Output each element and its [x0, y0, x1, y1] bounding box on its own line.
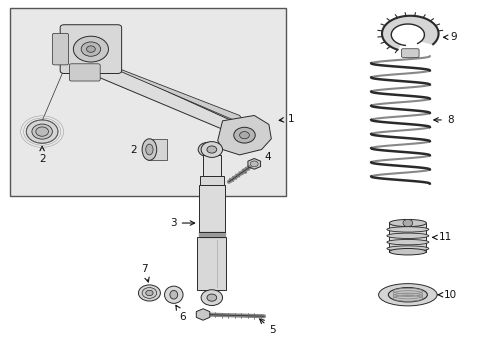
Polygon shape: [381, 16, 438, 50]
Circle shape: [73, 36, 108, 62]
Text: 8: 8: [433, 115, 452, 125]
Ellipse shape: [138, 285, 160, 301]
Circle shape: [402, 220, 412, 226]
Ellipse shape: [388, 220, 426, 226]
Ellipse shape: [388, 248, 426, 255]
Polygon shape: [217, 116, 271, 155]
Polygon shape: [105, 63, 249, 130]
Text: 3: 3: [170, 218, 194, 228]
FancyBboxPatch shape: [401, 49, 418, 57]
Bar: [148, 139, 166, 160]
Ellipse shape: [145, 144, 153, 155]
Circle shape: [201, 141, 222, 157]
Ellipse shape: [26, 120, 58, 143]
FancyBboxPatch shape: [69, 64, 100, 81]
Text: 2: 2: [39, 147, 45, 164]
Polygon shape: [196, 309, 209, 320]
Bar: [10, 8, 285, 196]
Bar: [203, 155, 220, 176]
Text: 1: 1: [279, 114, 293, 124]
Ellipse shape: [386, 233, 428, 238]
Ellipse shape: [142, 288, 157, 298]
Polygon shape: [247, 158, 260, 169]
Circle shape: [250, 161, 258, 167]
Circle shape: [206, 294, 216, 301]
Ellipse shape: [387, 288, 427, 302]
Circle shape: [201, 290, 222, 306]
Bar: [388, 223, 426, 252]
Text: 11: 11: [432, 232, 451, 242]
Ellipse shape: [169, 291, 177, 299]
Ellipse shape: [203, 146, 212, 153]
Ellipse shape: [386, 227, 428, 232]
Text: 7: 7: [141, 264, 149, 282]
Polygon shape: [198, 231, 224, 237]
Circle shape: [206, 146, 216, 153]
Bar: [198, 185, 224, 232]
Circle shape: [86, 46, 95, 52]
Text: 5: 5: [259, 319, 275, 335]
Ellipse shape: [378, 284, 436, 306]
Circle shape: [81, 42, 101, 56]
Text: 9: 9: [443, 32, 456, 42]
Text: 4: 4: [241, 152, 270, 173]
Text: 10: 10: [437, 290, 456, 300]
Text: 2: 2: [130, 144, 152, 154]
Ellipse shape: [36, 127, 48, 136]
Circle shape: [239, 132, 249, 139]
Ellipse shape: [145, 290, 153, 296]
Ellipse shape: [32, 124, 52, 139]
Ellipse shape: [142, 139, 157, 160]
Ellipse shape: [386, 246, 428, 251]
Ellipse shape: [198, 142, 217, 157]
FancyBboxPatch shape: [199, 176, 224, 185]
Polygon shape: [96, 63, 251, 140]
Ellipse shape: [386, 239, 428, 245]
Circle shape: [233, 127, 255, 143]
FancyBboxPatch shape: [52, 33, 68, 65]
Text: 6: 6: [176, 305, 186, 321]
Bar: [197, 237, 226, 291]
FancyBboxPatch shape: [60, 25, 122, 73]
Ellipse shape: [164, 286, 183, 303]
